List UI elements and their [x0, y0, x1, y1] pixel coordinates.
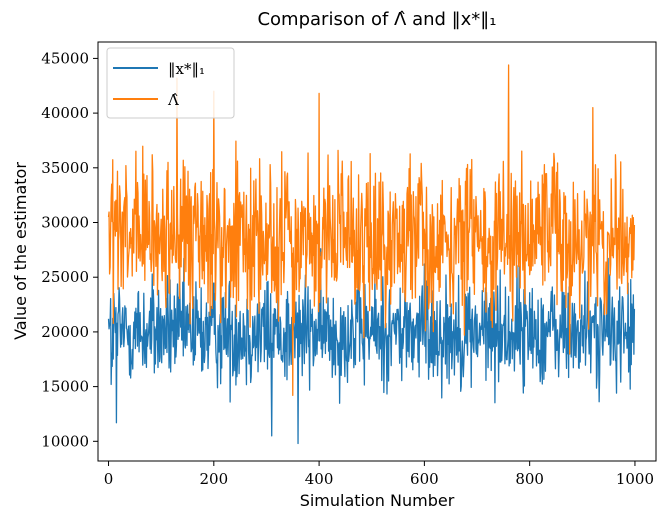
y-tick-label: 20000: [41, 323, 89, 341]
x-tick-label: 400: [305, 470, 334, 488]
y-tick-label: 35000: [41, 159, 89, 177]
x-tick-label: 800: [515, 470, 544, 488]
series-line-lambda: [107, 64, 636, 397]
series-line-norm: [107, 248, 636, 445]
x-axis-title: Simulation Number: [300, 491, 455, 510]
y-tick-label: 30000: [41, 214, 89, 232]
y-tick-label: 45000: [41, 49, 89, 67]
x-tick-label: 200: [199, 470, 228, 488]
y-axis: 10000 15000 20000 25000 30000 35000 40000 45000: [41, 49, 98, 450]
y-tick-label: 15000: [41, 378, 89, 396]
y-tick-label: 40000: [41, 104, 89, 122]
x-tick-label: 600: [410, 470, 439, 488]
x-axis: 0 200 400 600 800 1000: [104, 461, 654, 488]
legend-label-lambda: Λ̂: [167, 91, 179, 109]
x-tick-label: 0: [104, 470, 114, 488]
legend: ‖x*‖₁ Λ̂: [106, 47, 235, 119]
y-tick-label: 25000: [41, 268, 89, 286]
y-tick-label: 10000: [41, 432, 89, 450]
legend-label-norm: ‖x*‖₁: [168, 60, 205, 78]
plot-lines: [107, 64, 636, 445]
y-axis-title: Value of the estimator: [11, 162, 30, 340]
x-tick-label: 1000: [616, 470, 654, 488]
plot-frame: [97, 41, 657, 462]
chart-title: Comparison of Λ̂ and ‖x*‖₁: [257, 9, 496, 30]
legend-box: [106, 47, 235, 119]
